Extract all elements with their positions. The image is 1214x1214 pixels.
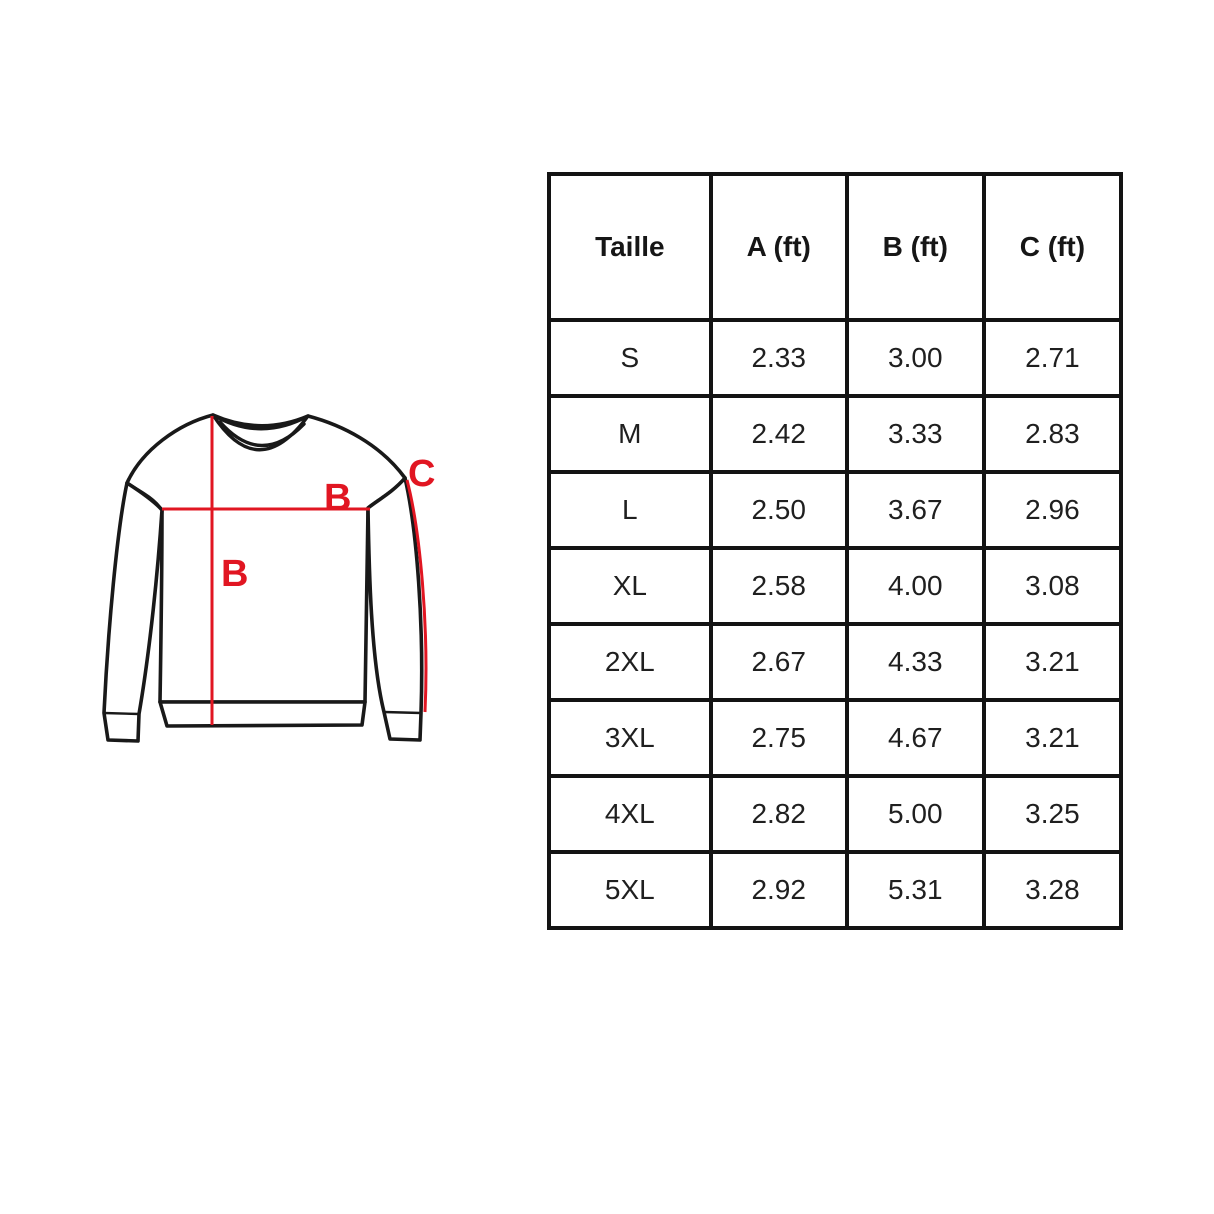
value-cell: 5.00 — [844, 774, 986, 854]
column-header-size: Taille — [547, 172, 713, 322]
size-cell: 4XL — [547, 774, 713, 854]
table-row: L 2.50 3.67 2.96 — [547, 470, 1124, 550]
value-cell: 2.92 — [708, 850, 849, 930]
header-row: Taille A (ft) B (ft) C (ft) — [547, 172, 1124, 322]
value-cell: 3.67 — [844, 470, 986, 550]
value-cell: 2.83 — [981, 394, 1124, 474]
collar-back-neck-arc — [211, 413, 310, 431]
size-cell: L — [547, 470, 713, 550]
value-cell: 2.50 — [708, 470, 849, 550]
table-row: 5XL 2.92 5.31 3.28 — [547, 850, 1124, 930]
size-cell: 2XL — [547, 622, 713, 702]
sweatshirt-body-outline — [125, 413, 407, 704]
value-cell: 2.58 — [708, 546, 849, 626]
value-cell: 3.21 — [981, 622, 1124, 702]
size-cell: S — [547, 318, 713, 398]
size-cell: 5XL — [547, 850, 713, 930]
value-cell: 3.00 — [844, 318, 986, 398]
table-row: M 2.42 3.33 2.83 — [547, 394, 1124, 474]
value-cell: 2.75 — [708, 698, 849, 778]
sweatshirt-left-sleeve — [102, 481, 164, 743]
value-cell: 2.42 — [708, 394, 849, 474]
measure-label-chest: B — [324, 477, 351, 519]
left-cuff-seam — [102, 711, 141, 716]
collar-outer-arc — [211, 413, 310, 452]
table-row: 3XL 2.75 4.67 3.21 — [547, 698, 1124, 778]
column-header-b: B (ft) — [844, 172, 986, 322]
column-header-c: C (ft) — [981, 172, 1124, 322]
value-cell: 2.96 — [981, 470, 1124, 550]
value-cell: 2.67 — [708, 622, 849, 702]
value-cell: 4.00 — [844, 546, 986, 626]
value-cell: 3.08 — [981, 546, 1124, 626]
measure-label-sleeve: C — [408, 453, 435, 495]
size-cell: XL — [547, 546, 713, 626]
sweatshirt-waistband — [158, 700, 367, 728]
table-row: XL 2.58 4.00 3.08 — [547, 546, 1124, 626]
size-table-body: S 2.33 3.00 2.71 M 2.42 3.33 2.83 L 2.50… — [547, 318, 1124, 930]
table-row: S 2.33 3.00 2.71 — [547, 318, 1124, 398]
size-table-header: Taille A (ft) B (ft) C (ft) — [547, 172, 1124, 322]
value-cell: 2.33 — [708, 318, 849, 398]
value-cell: 3.25 — [981, 774, 1124, 854]
value-cell: 4.67 — [844, 698, 986, 778]
measure-line-sleeve-curve — [405, 479, 428, 713]
size-cell: 3XL — [547, 698, 713, 778]
size-table: Taille A (ft) B (ft) C (ft) S 2.33 3.00 … — [547, 172, 1124, 930]
value-cell: 5.31 — [844, 850, 986, 930]
size-cell: M — [547, 394, 713, 474]
table-row: 4XL 2.82 5.00 3.25 — [547, 774, 1124, 854]
value-cell: 3.33 — [844, 394, 986, 474]
value-cell: 3.28 — [981, 850, 1124, 930]
right-cuff-seam — [382, 710, 423, 715]
right-armhole-seam — [366, 476, 407, 510]
value-cell: 2.82 — [708, 774, 849, 854]
sweatshirt-diagram: B B C — [102, 413, 435, 743]
value-cell: 2.71 — [981, 318, 1124, 398]
measure-label-length: B — [221, 553, 248, 595]
left-armhole-seam — [125, 481, 164, 512]
value-cell: 3.21 — [981, 698, 1124, 778]
value-cell: 4.33 — [844, 622, 986, 702]
table-row: 2XL 2.67 4.33 3.21 — [547, 622, 1124, 702]
column-header-a: A (ft) — [708, 172, 849, 322]
